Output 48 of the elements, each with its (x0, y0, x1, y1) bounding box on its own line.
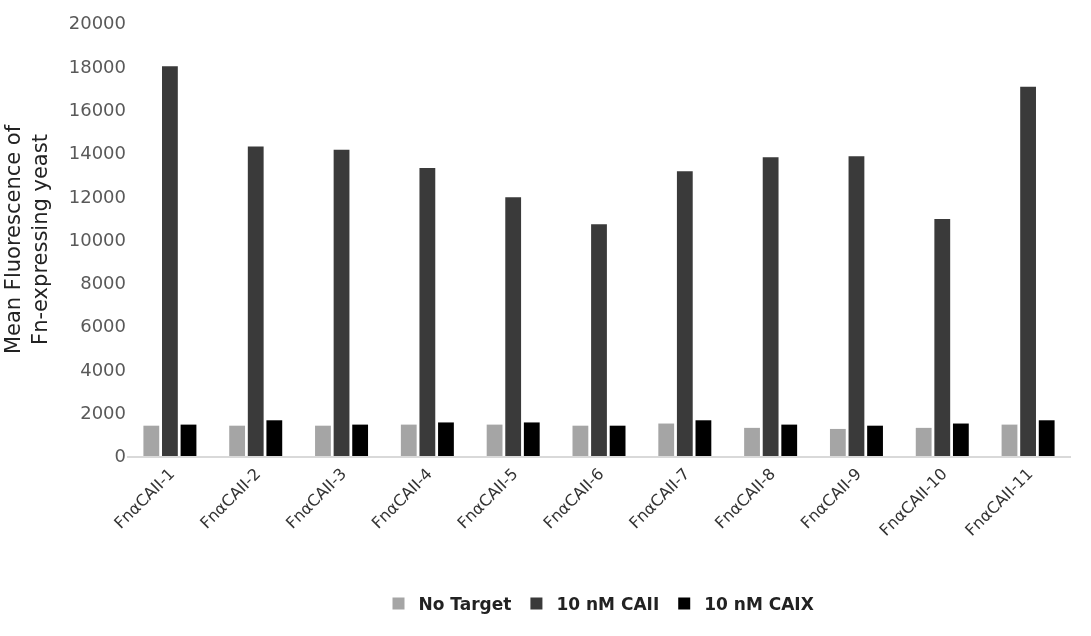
bar (1001, 424, 1018, 456)
bar (609, 425, 626, 456)
bar (744, 427, 760, 456)
legend-label: 10 nM CAIX (704, 594, 814, 615)
bar (352, 424, 369, 456)
bar (915, 427, 932, 456)
bar (676, 171, 693, 456)
y-tick-label: 10000 (68, 228, 126, 250)
y-axis-title: Mean Fluorescence of Fn-expressing yeast (0, 124, 52, 355)
y-tick-label: 14000 (68, 142, 126, 164)
y-tick-label: 12000 (68, 185, 126, 207)
bar (266, 420, 283, 456)
bar (523, 422, 540, 456)
bar (419, 168, 436, 456)
y-tick-label: 4000 (80, 358, 126, 380)
y-tick-label: 20000 (68, 12, 126, 34)
y-tick-label: 8000 (80, 272, 126, 294)
bar (315, 425, 331, 456)
bar (400, 424, 417, 456)
bar (934, 218, 951, 456)
bar (247, 146, 264, 456)
y-tick-label: 16000 (68, 98, 126, 120)
bar (180, 424, 197, 456)
bar (695, 420, 712, 456)
y-tick-label: 2000 (80, 402, 126, 423)
bar (781, 424, 798, 456)
bar (867, 425, 883, 456)
y-tick-label: 0 (114, 445, 126, 467)
bar (438, 422, 454, 456)
bar (1038, 420, 1055, 456)
bar (572, 425, 589, 456)
bar (143, 425, 160, 456)
legend-label: No Target (418, 594, 512, 615)
bar (952, 423, 969, 456)
bar (1020, 86, 1036, 456)
bar (505, 197, 522, 456)
legend-label: 10 nM CAII (556, 594, 660, 615)
bar (829, 428, 846, 456)
bar (658, 423, 675, 456)
y-tick-label: 18000 (68, 55, 126, 77)
y-tick-label: 6000 (80, 315, 126, 337)
bar (162, 66, 178, 456)
bar (229, 425, 246, 456)
bar (486, 424, 503, 456)
bar (333, 149, 350, 456)
bar (848, 156, 865, 456)
bar (762, 157, 779, 456)
bar (591, 224, 607, 456)
